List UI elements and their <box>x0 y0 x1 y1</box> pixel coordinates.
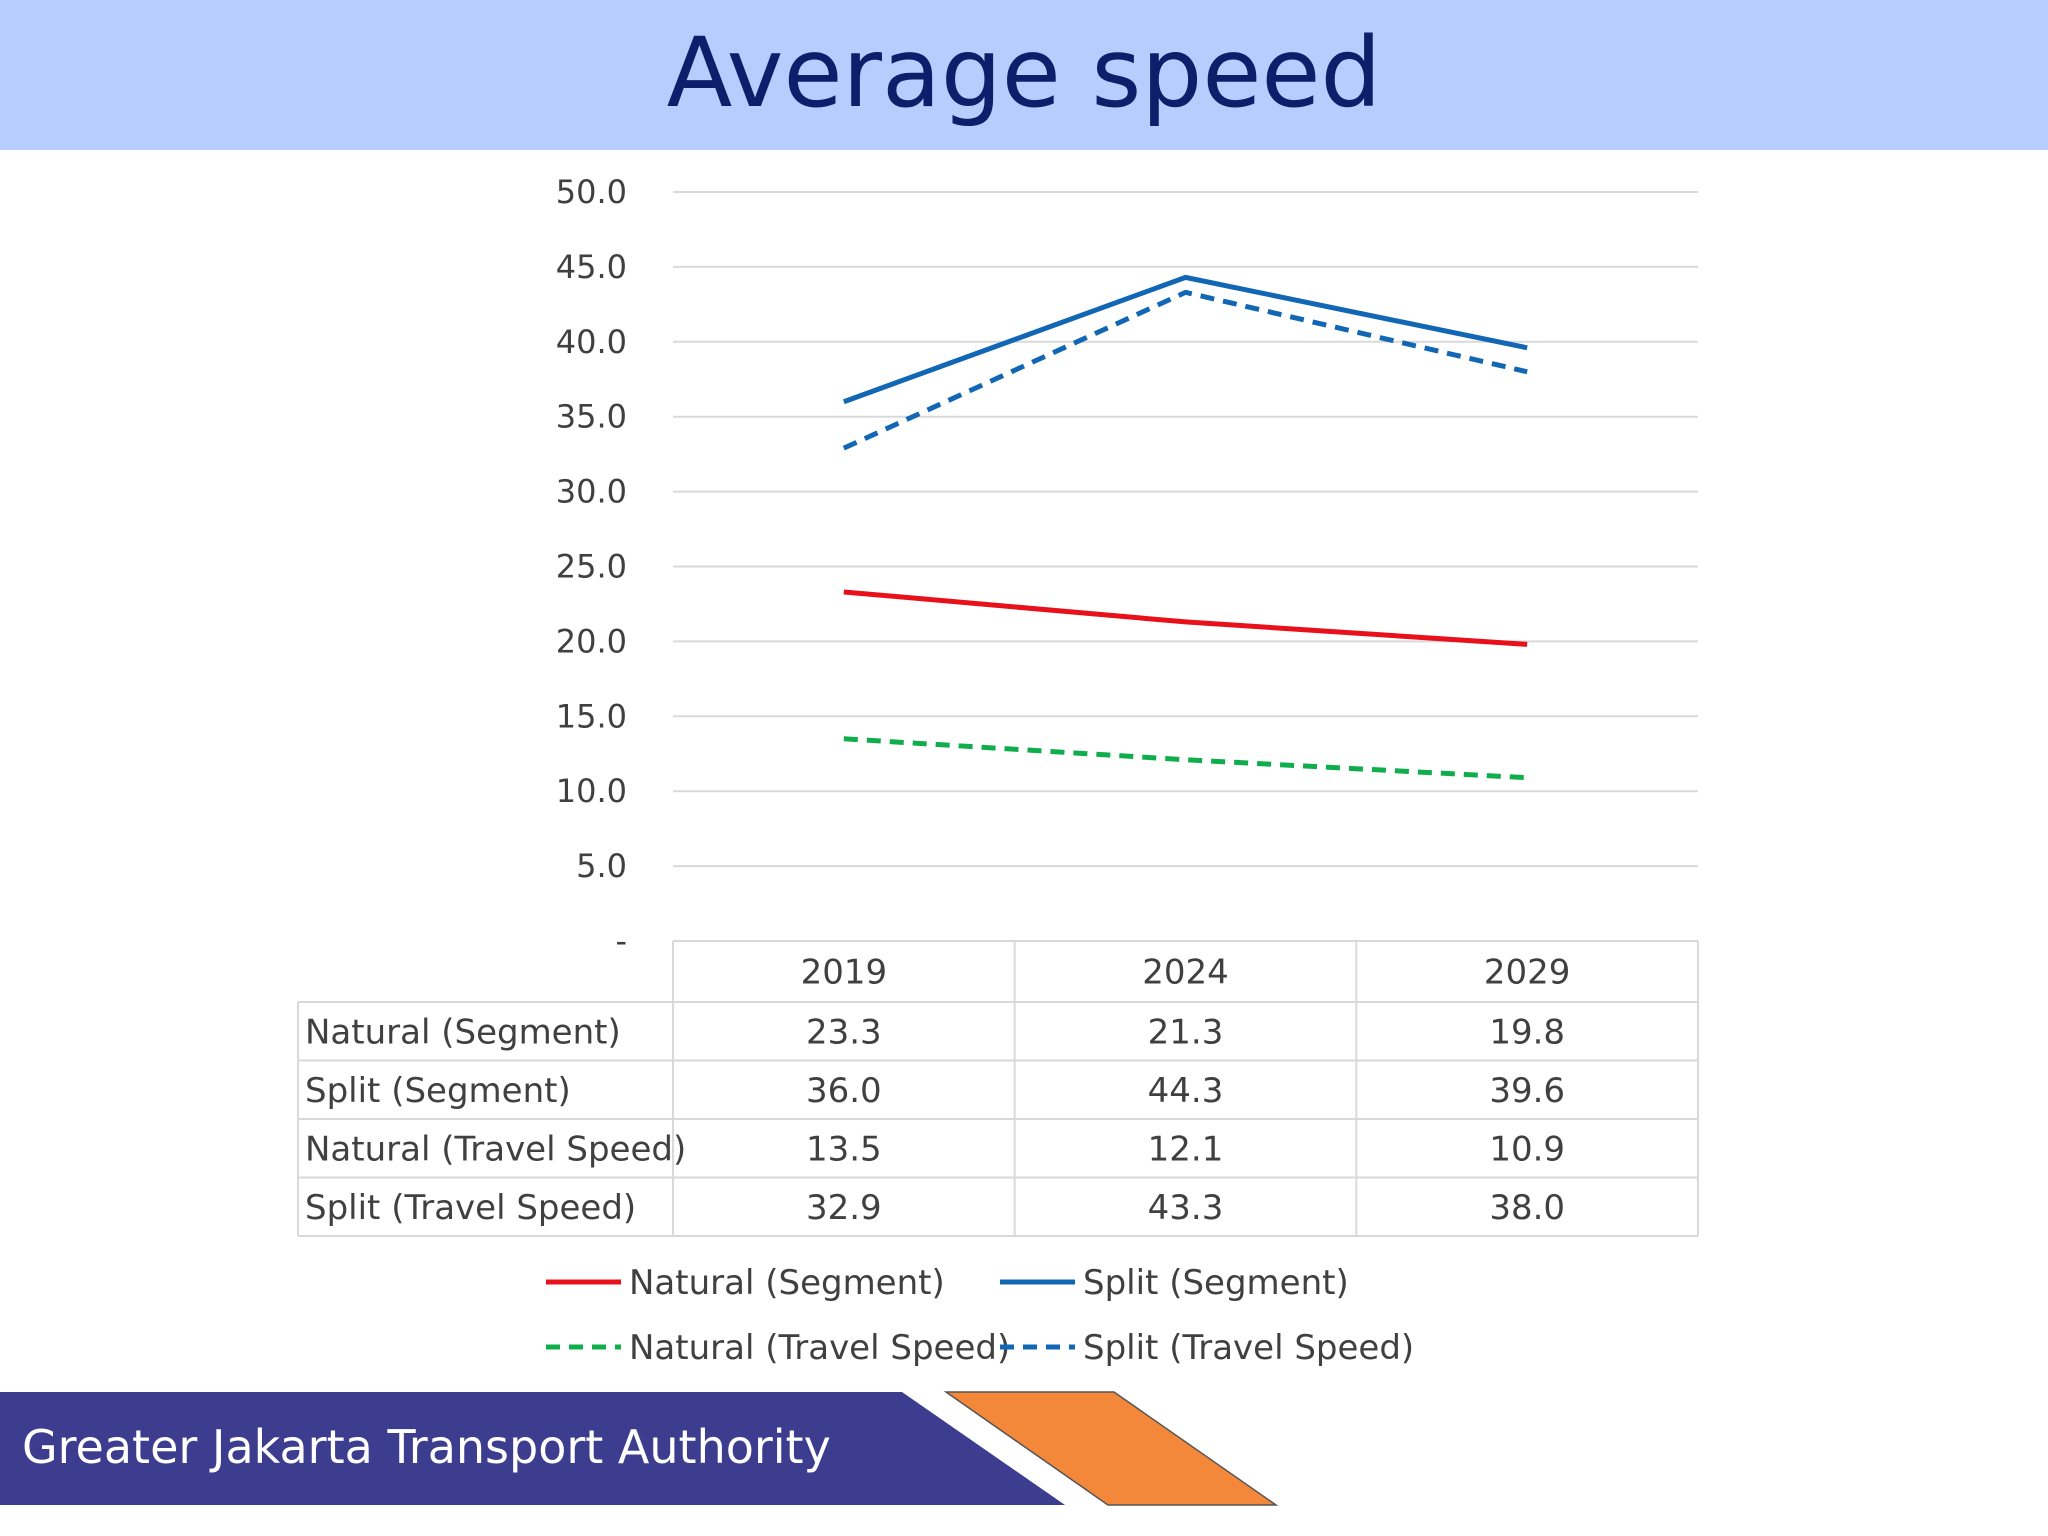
organization-name: Greater Jakarta Transport Authority <box>22 1420 831 1474</box>
y-tick-label: - <box>615 922 627 960</box>
series-line-1 <box>842 274 1528 405</box>
series-lines <box>842 274 1528 781</box>
data-label: 36.0 <box>806 1071 882 1111</box>
table-row-label: Natural (Travel Speed) <box>305 1129 686 1169</box>
x-category-label: 2029 <box>1484 953 1571 993</box>
grid-lines <box>673 191 1698 868</box>
x-category-label: 2019 <box>801 953 888 993</box>
y-tick-label: 35.0 <box>556 398 627 436</box>
table-row-label: Natural (Segment) <box>305 1012 621 1052</box>
data-table: 2019 2024 2029 Natural (Segment) 23.3 21.3 19.… <box>297 940 1699 1237</box>
y-tick-label: 15.0 <box>556 697 627 735</box>
data-label: 39.6 <box>1489 1071 1565 1111</box>
y-tick-label: 10.0 <box>556 772 627 810</box>
legend-label: Split (Segment) <box>1083 1263 1349 1303</box>
data-label: 12.1 <box>1148 1129 1224 1169</box>
footer-decoration <box>0 1391 1279 1506</box>
title-banner: Average speed <box>0 0 2048 150</box>
data-label: 38.0 <box>1489 1188 1565 1228</box>
y-axis-tick-labels: - 5.0 10.0 15.0 20.0 25.0 30.0 35.0 40.0 45.0 50.0 <box>556 173 627 960</box>
y-tick-label: 30.0 <box>556 473 627 511</box>
series-line-0 <box>843 589 1528 647</box>
data-label: 10.9 <box>1489 1129 1565 1169</box>
series-line-3 <box>842 289 1528 451</box>
data-label: 43.3 <box>1148 1188 1224 1228</box>
x-category-label: 2024 <box>1142 953 1229 993</box>
page-title: Average speed <box>666 17 1382 129</box>
data-label: 23.3 <box>806 1012 882 1052</box>
y-tick-label: 50.0 <box>556 173 627 211</box>
legend-label: Natural (Travel Speed) <box>629 1328 1010 1368</box>
data-label: 44.3 <box>1148 1071 1224 1111</box>
table-row-label: Split (Travel Speed) <box>305 1188 636 1228</box>
data-label: 13.5 <box>806 1129 882 1169</box>
legend-label: Split (Travel Speed) <box>1083 1328 1414 1368</box>
footer-bar <box>0 1392 1065 1505</box>
y-tick-label: 25.0 <box>556 548 627 586</box>
legend: Natural (Segment) Split (Segment) Natural … <box>546 1263 1414 1368</box>
legend-label: Natural (Segment) <box>629 1263 945 1303</box>
y-tick-label: 40.0 <box>556 323 627 361</box>
y-tick-label: 45.0 <box>556 248 627 286</box>
y-tick-label: 5.0 <box>576 847 627 885</box>
table-row-label: Split (Segment) <box>305 1071 571 1111</box>
data-label: 32.9 <box>806 1188 882 1228</box>
footer-accent-shape <box>943 1391 1279 1506</box>
data-label: 19.8 <box>1489 1012 1565 1052</box>
series-line-2 <box>843 736 1528 781</box>
data-label: 21.3 <box>1148 1012 1224 1052</box>
y-tick-label: 20.0 <box>556 622 627 660</box>
